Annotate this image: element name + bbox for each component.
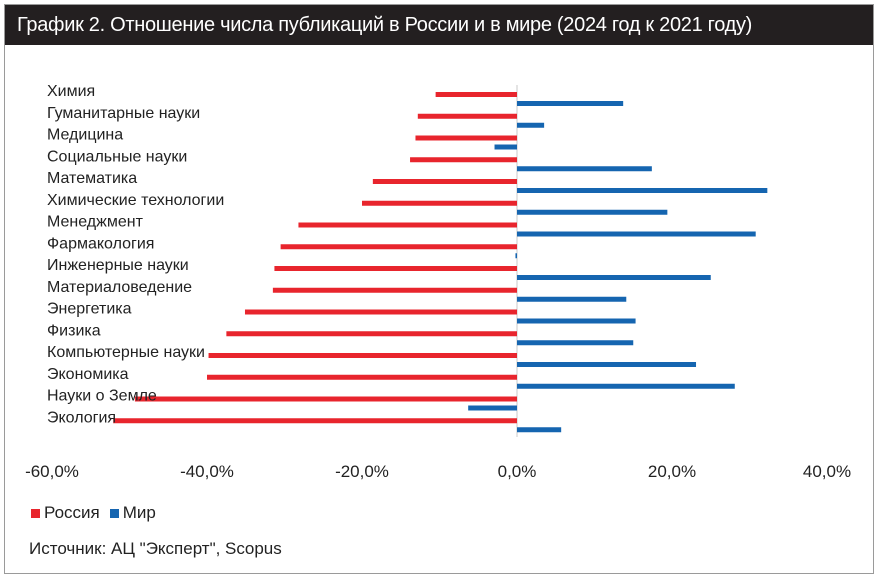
category-label: Химия (47, 83, 95, 100)
bar-russia-5 (362, 200, 517, 206)
x-tick-label: 0,0% (498, 462, 537, 481)
bar-russia-10 (244, 309, 517, 315)
bar-world-1 (517, 122, 545, 128)
category-label: Гуманитарные науки (47, 105, 200, 122)
x-tick-label: -40,0% (180, 462, 234, 481)
category-label: Материаловедение (47, 279, 192, 296)
legend-swatch-russia (31, 508, 40, 518)
title-bar: График 2. Отношение числа публикаций в Р… (5, 5, 873, 45)
category-label: Математика (47, 170, 137, 187)
category-label: Экономика (47, 366, 129, 383)
bar-russia-2 (415, 135, 517, 141)
bar-russia-13 (207, 374, 517, 380)
bar-world-9 (517, 296, 627, 302)
bar-russia-8 (274, 266, 517, 271)
category-label: Экология (47, 409, 116, 426)
category-label: Инженерные науки (47, 257, 189, 274)
chart-title: График 2. Отношение числа публикаций в Р… (17, 14, 753, 36)
category-label: Науки о Земле (47, 388, 157, 405)
bar-russia-0 (435, 92, 517, 97)
bar-russia-4 (372, 179, 517, 184)
bar-world-15 (517, 427, 562, 433)
bar-world-13 (517, 383, 735, 389)
bar-russia-3 (410, 157, 517, 163)
plot-area: Химия Гуманитарные науки Медицина Социальны… (5, 45, 873, 573)
bar-russia-1 (417, 113, 517, 119)
legend-label-world: Мир (122, 503, 156, 522)
category-label: Энергетика (47, 301, 132, 318)
bar-russia-12 (208, 353, 518, 358)
bar-world-3 (517, 166, 652, 172)
bar-world-10 (517, 318, 636, 324)
category-label: Физика (47, 322, 101, 339)
bar-world-11 (517, 340, 634, 346)
bar-world-12 (517, 362, 697, 367)
x-tick-label: 20,0% (648, 462, 696, 481)
x-tick-label: 40,0% (803, 462, 851, 481)
legend-swatch-world (109, 508, 119, 518)
bar-world-8 (517, 275, 711, 280)
bar-world-14 (468, 405, 517, 411)
bar-chart: Химия Гуманитарные науки Медицина Социальны… (25, 83, 851, 481)
bar-russia-11 (226, 331, 517, 337)
legend-item-world: Мир (109, 503, 156, 523)
legend: Россия Мир (31, 503, 166, 523)
bar-russia-6 (298, 222, 517, 228)
category-label: Компьютерные науки (47, 344, 205, 361)
bar-world-5 (517, 209, 668, 215)
chart-frame: График 2. Отношение числа публикаций в Р… (4, 4, 874, 574)
bar-russia-15 (113, 418, 517, 424)
bar-russia-7 (280, 244, 517, 250)
bar-world-2 (494, 144, 517, 150)
category-label: Фармакология (47, 235, 154, 252)
bar-world-4 (517, 188, 768, 193)
legend-item-russia: Россия (31, 503, 100, 523)
category-label: Менеджмент (47, 214, 144, 231)
bar-russia-9 (272, 287, 517, 293)
category-label: Социальные науки (47, 148, 187, 165)
category-label: Химические технологии (47, 192, 224, 209)
x-tick-label: -60,0% (25, 462, 79, 481)
x-tick-label: -20,0% (335, 462, 389, 481)
legend-label-russia: Россия (44, 503, 100, 522)
category-label: Медицина (47, 127, 123, 144)
bar-world-6 (517, 231, 756, 237)
bar-world-7 (515, 253, 517, 259)
bar-russia-14 (134, 396, 518, 402)
bar-world-0 (517, 101, 624, 106)
source-note: Источник: АЦ "Эксперт", Scopus (29, 539, 282, 558)
